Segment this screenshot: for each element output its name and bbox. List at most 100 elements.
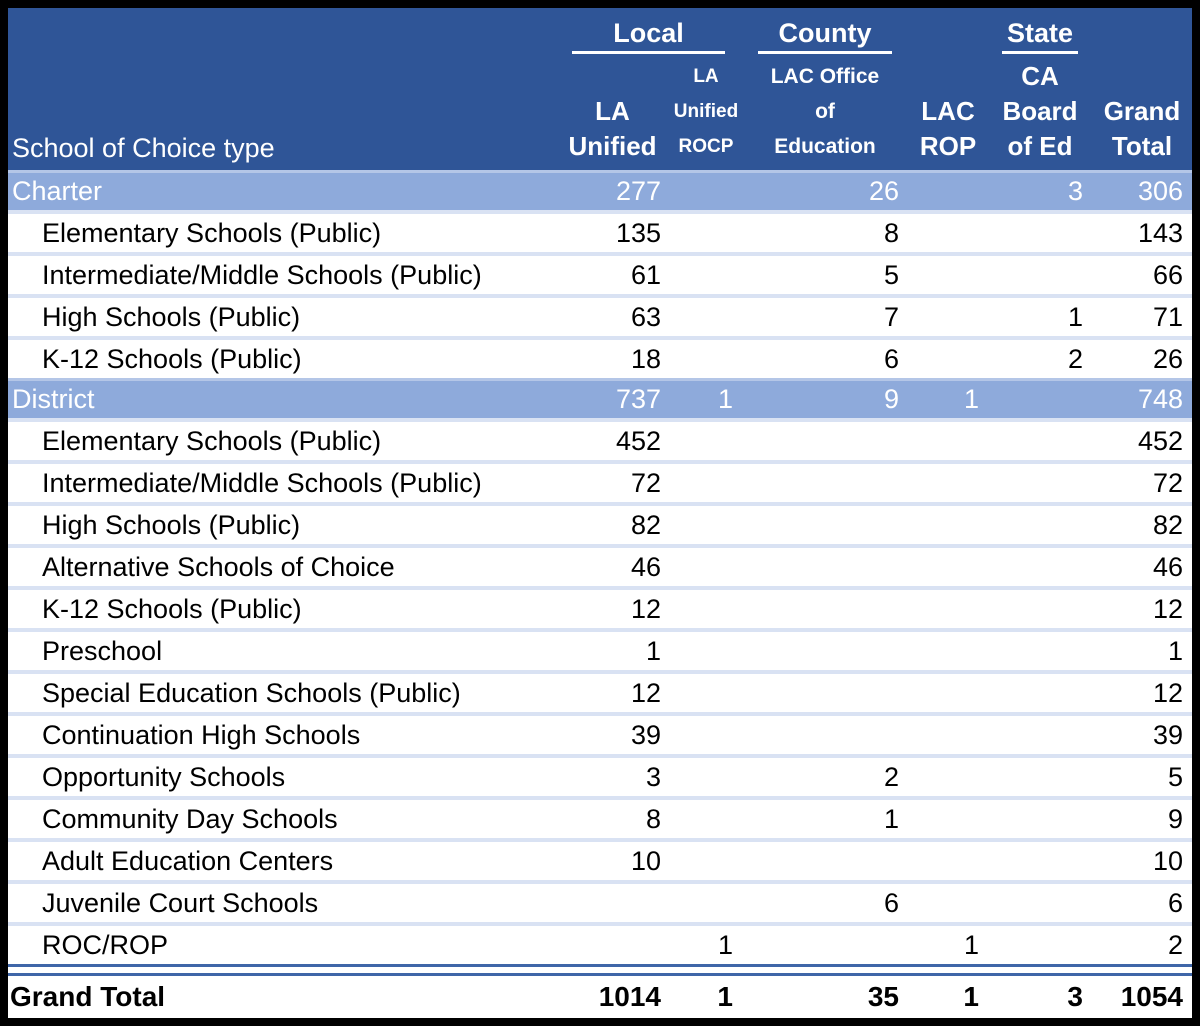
table-row-special-education-schools-public: Special Education Schools (Public) 12 12: [8, 670, 1192, 712]
row-label: Intermediate/Middle Schools (Public): [42, 467, 482, 498]
cell-ca-board-of-ed: 3: [1067, 176, 1083, 206]
cell-grand-total: 26: [1152, 343, 1183, 374]
cell-lac-office-of-education: 6: [883, 887, 899, 918]
table-row-juvenile-court-schools: Juvenile Court Schools 6 6: [8, 880, 1192, 922]
column-header-la-unified-rocp: LA Unified ROCP: [673, 66, 739, 157]
cell-grand-total: 1: [1167, 635, 1183, 666]
cell-la-unified: 8: [645, 803, 661, 834]
schools-of-choice-table: Local County State School of Choice type…: [8, 8, 1192, 1018]
row-label: High Schools (Public): [42, 509, 301, 540]
table-row-community-day-schools: Community Day Schools 8 1 9: [8, 796, 1192, 838]
row-label: Elementary Schools (Public): [42, 425, 382, 456]
cell-lac-office-of-education: 1: [883, 803, 899, 834]
table-row-adult-education-centers: Adult Education Centers 10 10: [8, 838, 1192, 880]
cell-la-unified: 82: [630, 509, 661, 540]
group-row-charter: Charter 277 26 3 306: [8, 170, 1192, 210]
grand-total-la-unified-rocp: 1: [717, 981, 733, 1012]
cell-grand-total: 748: [1137, 384, 1183, 414]
column-group-row: Local County State: [8, 18, 1192, 54]
column-group-state-label: State: [1002, 18, 1078, 54]
cell-la-unified: 39: [630, 719, 661, 750]
cell-la-unified: 737: [615, 384, 661, 414]
cell-grand-total: 2: [1167, 929, 1183, 960]
table-body: Charter 277 26 3 306 Elementary Schools (Publ…: [8, 170, 1192, 964]
group-row-district: District 737 1 9 1 748: [8, 378, 1192, 418]
cell-la-unified-rocp: 1: [717, 384, 733, 414]
row-label: Opportunity Schools: [42, 761, 286, 792]
table-row-elementary-schools-public: Elementary Schools (Public) 135 8 143: [8, 210, 1192, 252]
column-group-county: County: [742, 18, 908, 54]
cell-lac-office-of-education: 2: [883, 761, 899, 792]
cell-lac-rop: 1: [963, 384, 979, 414]
column-header-lac-office-of-education: LAC Office of Education: [770, 65, 880, 158]
table-row-preschool: Preschool 1 1: [8, 628, 1192, 670]
table-row-opportunity-schools: Opportunity Schools 3 2 5: [8, 754, 1192, 796]
grand-total-grand-total: 1054: [1120, 981, 1183, 1012]
cell-la-unified: 10: [630, 845, 661, 876]
table-row-alternative-schools-of-choice: Alternative Schools of Choice 46 46: [8, 544, 1192, 586]
column-group-local-label: Local: [572, 18, 725, 54]
table-row-k-12-schools-public: K-12 Schools (Public) 12 12: [8, 586, 1192, 628]
column-header-ca-board-of-ed: CA Board of Ed: [1002, 61, 1078, 161]
cell-grand-total: 72: [1152, 467, 1183, 498]
cell-ca-board-of-ed: 1: [1067, 301, 1083, 332]
table-header: Local County State School of Choice type…: [8, 8, 1192, 170]
cell-grand-total: 12: [1152, 593, 1183, 624]
cell-lac-rop: 1: [963, 929, 979, 960]
cell-la-unified: 12: [630, 677, 661, 708]
cell-grand-total: 5: [1167, 761, 1183, 792]
table-row-continuation-high-schools: Continuation High Schools 39 39: [8, 712, 1192, 754]
cell-la-unified: 12: [630, 593, 661, 624]
cell-lac-office-of-education: 26: [868, 176, 899, 206]
cell-grand-total: 12: [1152, 677, 1183, 708]
cell-grand-total: 46: [1152, 551, 1183, 582]
row-label: High Schools (Public): [42, 301, 301, 332]
row-label: Elementary Schools (Public): [42, 217, 382, 248]
column-header-grand-total: Grand Total: [1103, 96, 1181, 161]
grand-total-ca-board-of-ed: 3: [1067, 981, 1083, 1012]
cell-la-unified: 72: [630, 467, 661, 498]
column-headers-row: School of Choice type LA Unified LA Unifi…: [8, 59, 1192, 164]
row-label: Charter: [12, 176, 103, 206]
double-line-divider: [8, 964, 1192, 976]
cell-grand-total: 306: [1137, 176, 1183, 206]
cell-grand-total: 10: [1152, 845, 1183, 876]
cell-grand-total: 9: [1167, 803, 1183, 834]
cell-lac-office-of-education: 5: [883, 259, 899, 290]
table-row-roc-rop: ROC/ROP 1 1 2: [8, 922, 1192, 964]
grand-total-lac-rop: 1: [963, 981, 979, 1012]
cell-lac-office-of-education: 6: [883, 343, 899, 374]
row-label: K-12 Schools (Public): [42, 343, 302, 374]
cell-grand-total: 82: [1152, 509, 1183, 540]
cell-la-unified: 46: [630, 551, 661, 582]
column-group-state: State: [988, 18, 1092, 54]
table-row-intermediate-middle-schools-public: Intermediate/Middle Schools (Public) 72 72: [8, 460, 1192, 502]
cell-la-unified: 135: [615, 217, 661, 248]
row-label: Community Day Schools: [42, 803, 338, 834]
table-row-high-schools-public: High Schools (Public) 63 7 1 71: [8, 294, 1192, 336]
cell-la-unified: 61: [630, 259, 661, 290]
grand-total-lac-office-of-education: 35: [867, 981, 899, 1012]
row-label: Juvenile Court Schools: [42, 887, 319, 918]
cell-grand-total: 39: [1152, 719, 1183, 750]
grand-total-la-unified: 1014: [598, 981, 661, 1012]
column-group-county-label: County: [758, 18, 892, 54]
row-label: Preschool: [42, 635, 163, 666]
cell-grand-total: 66: [1152, 259, 1183, 290]
cell-grand-total: 6: [1167, 887, 1183, 918]
column-header-lac-rop: LAC ROP: [919, 96, 977, 161]
cell-la-unified: 1: [645, 635, 661, 666]
cell-lac-office-of-education: 9: [883, 384, 899, 414]
row-label: Alternative Schools of Choice: [42, 551, 395, 582]
row-label: ROC/ROP: [42, 929, 169, 960]
cell-lac-office-of-education: 8: [883, 217, 899, 248]
row-label: Special Education Schools (Public): [42, 677, 461, 708]
column-group-local: Local: [555, 18, 742, 54]
row-label: K-12 Schools (Public): [42, 593, 302, 624]
table-row-intermediate-middle-schools-public: Intermediate/Middle Schools (Public) 61 5 6…: [8, 252, 1192, 294]
table-row-high-schools-public: High Schools (Public) 82 82: [8, 502, 1192, 544]
row-header-label: School of Choice type: [12, 132, 275, 163]
column-header-la-unified: LA Unified: [568, 96, 657, 161]
table-row-elementary-schools-public: Elementary Schools (Public) 452 452: [8, 418, 1192, 460]
